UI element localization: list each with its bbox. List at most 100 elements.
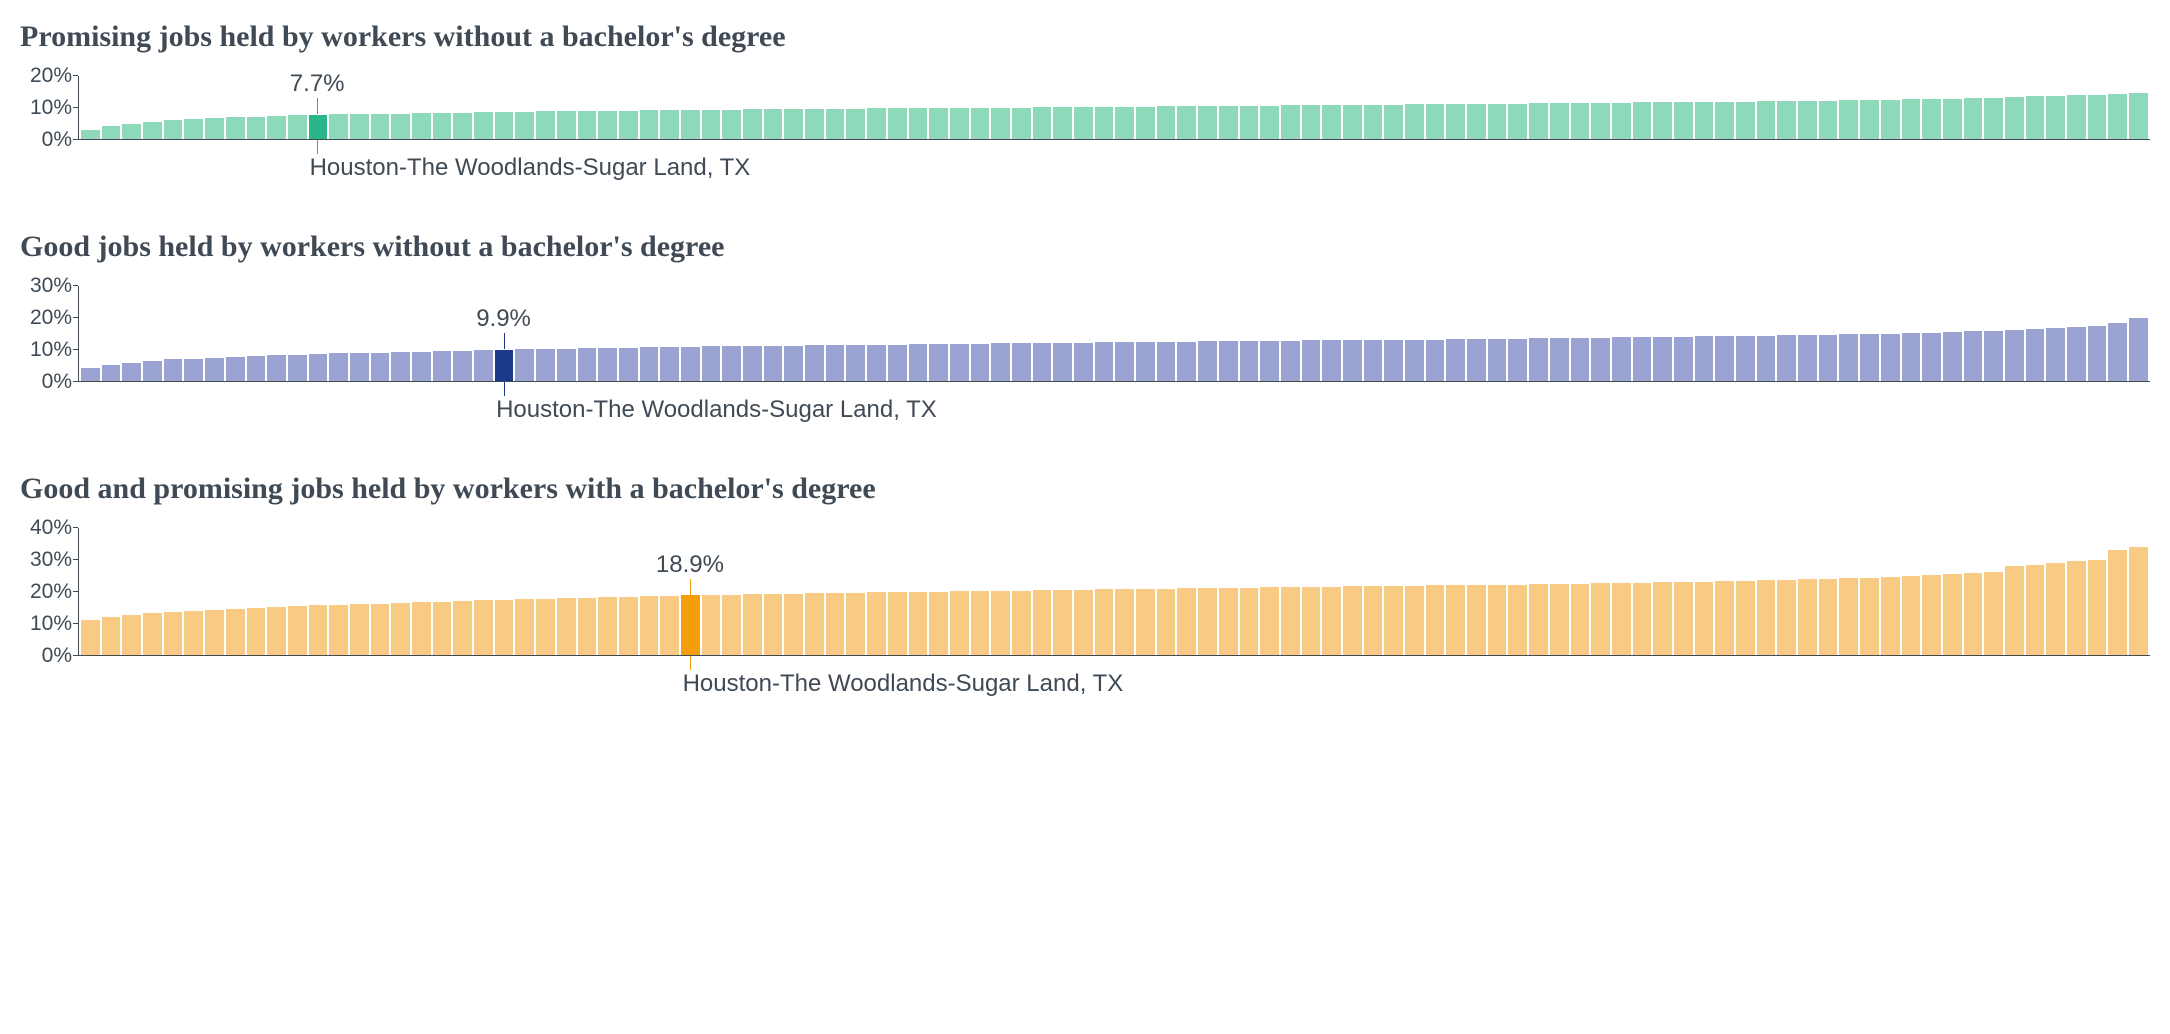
bar [1881, 577, 1900, 655]
bar [164, 120, 183, 139]
bar [1653, 582, 1672, 655]
bar [515, 349, 534, 381]
bar [1757, 580, 1776, 655]
bar [598, 597, 617, 655]
bar [2108, 323, 2127, 381]
bar [557, 111, 576, 139]
bar [433, 351, 452, 381]
bar [971, 591, 990, 655]
bar [474, 350, 493, 381]
bar [1364, 105, 1383, 139]
chart-title: Good and promising jobs held by workers … [20, 472, 2150, 506]
bar [1281, 587, 1300, 655]
bar [184, 611, 203, 655]
bar [1302, 105, 1321, 139]
bar [826, 345, 845, 381]
y-tick-label: 10% [30, 612, 72, 636]
bar [205, 118, 224, 139]
plot-wrap: 9.9%Houston-The Woodlands-Sugar Land, TX [78, 286, 2150, 424]
bar [805, 345, 824, 381]
bar [1529, 338, 1548, 381]
x-annotation: Houston-The Woodlands-Sugar Land, TX [78, 154, 2150, 182]
bar [2088, 95, 2107, 139]
bar [1550, 338, 1569, 381]
bar [1612, 103, 1631, 139]
bar [681, 347, 700, 381]
bar [1219, 341, 1238, 381]
bar [1943, 574, 1962, 655]
bar [1819, 579, 1838, 655]
bar [1839, 334, 1858, 381]
bar [391, 352, 410, 381]
bar [2026, 96, 2045, 139]
bar [1984, 572, 2003, 656]
bar [1136, 107, 1155, 139]
bar [950, 591, 969, 655]
bar [1240, 588, 1259, 655]
bar [1860, 578, 1879, 655]
bar [1964, 98, 1983, 139]
bar [1777, 580, 1796, 655]
bar [1467, 339, 1486, 381]
bar [1136, 589, 1155, 655]
bar [784, 109, 803, 139]
bar [1467, 585, 1486, 655]
bar [1157, 106, 1176, 139]
bar [1053, 107, 1072, 139]
bar [81, 130, 100, 139]
bar [929, 108, 948, 139]
bar [1095, 107, 1114, 139]
bar [867, 592, 886, 655]
bar [1922, 575, 1941, 655]
y-tick-label: 10% [30, 338, 72, 362]
bar [143, 613, 162, 655]
bar [846, 345, 865, 381]
bar [1157, 589, 1176, 655]
bar [1860, 100, 1879, 139]
bar [143, 361, 162, 381]
bar [743, 594, 762, 655]
bar [412, 352, 431, 381]
bar [1674, 337, 1693, 381]
callout-value: 9.9% [476, 305, 531, 333]
bar [1633, 583, 1652, 655]
bar [453, 113, 472, 139]
bar [2088, 326, 2107, 381]
bar [1364, 586, 1383, 655]
bar [950, 344, 969, 381]
bar [1612, 337, 1631, 381]
bar [557, 598, 576, 655]
bars-container [79, 286, 2150, 381]
bar [1136, 342, 1155, 381]
bar [1798, 335, 1817, 381]
bar [1488, 104, 1507, 139]
bar [2088, 560, 2107, 655]
bar [1653, 337, 1672, 381]
bar [329, 605, 348, 655]
bar [81, 620, 100, 655]
plot-area: 18.9% [78, 528, 2150, 656]
bar [2005, 566, 2024, 655]
bar [1012, 343, 1031, 381]
bar [1343, 340, 1362, 381]
bar [1053, 343, 1072, 381]
bar [1074, 107, 1093, 139]
bar [412, 113, 431, 139]
bar [1488, 585, 1507, 655]
callout-connector-top [317, 98, 318, 114]
plot-area: 7.7% [78, 76, 2150, 140]
callout-value: 18.9% [656, 551, 724, 579]
bar [1240, 106, 1259, 139]
bar [1033, 590, 1052, 655]
bars-container [79, 76, 2150, 139]
bar [1322, 587, 1341, 655]
chart-title: Promising jobs held by workers without a… [20, 20, 2150, 54]
bar [1260, 106, 1279, 139]
bar [1550, 584, 1569, 655]
bar [619, 111, 638, 139]
bar [1488, 339, 1507, 381]
bar [1033, 343, 1052, 381]
bar [702, 110, 721, 139]
bar [2108, 94, 2127, 139]
bar [805, 109, 824, 139]
